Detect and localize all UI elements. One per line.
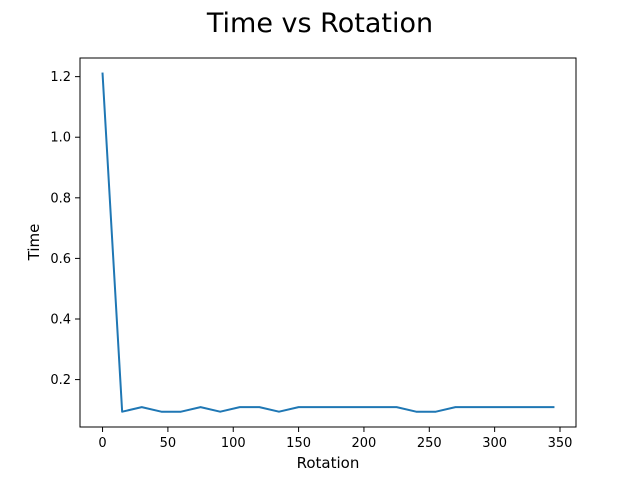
y-tick-label: 1.2 xyxy=(50,70,71,85)
x-tick-label: 150 xyxy=(286,436,311,451)
y-tick-label: 0.4 xyxy=(50,312,71,327)
x-tick-label: 250 xyxy=(417,436,442,451)
x-tick-label: 50 xyxy=(160,436,177,451)
x-axis-label: Rotation xyxy=(297,454,360,472)
x-tick-label: 0 xyxy=(98,436,106,451)
series-line xyxy=(101,72,555,413)
plot-area xyxy=(101,72,555,413)
plot-frame xyxy=(79,57,577,428)
y-tick-label: 0.8 xyxy=(50,191,71,206)
y-axis-label: Time xyxy=(25,224,43,262)
y-tick-label: 0.6 xyxy=(50,252,71,267)
x-axis: 0 50 100 150 200 250 300 350 xyxy=(98,427,572,451)
y-axis: 0.2 0.4 0.6 0.8 1.0 1.2 xyxy=(50,70,80,388)
y-tick-label: 1.0 xyxy=(50,131,71,146)
y-tick-label: 0.2 xyxy=(50,373,71,388)
chart-title: Time vs Rotation xyxy=(206,8,433,39)
x-tick-label: 200 xyxy=(352,436,377,451)
x-tick-label: 300 xyxy=(482,436,507,451)
x-tick-label: 350 xyxy=(548,436,573,451)
x-tick-label: 100 xyxy=(221,436,246,451)
